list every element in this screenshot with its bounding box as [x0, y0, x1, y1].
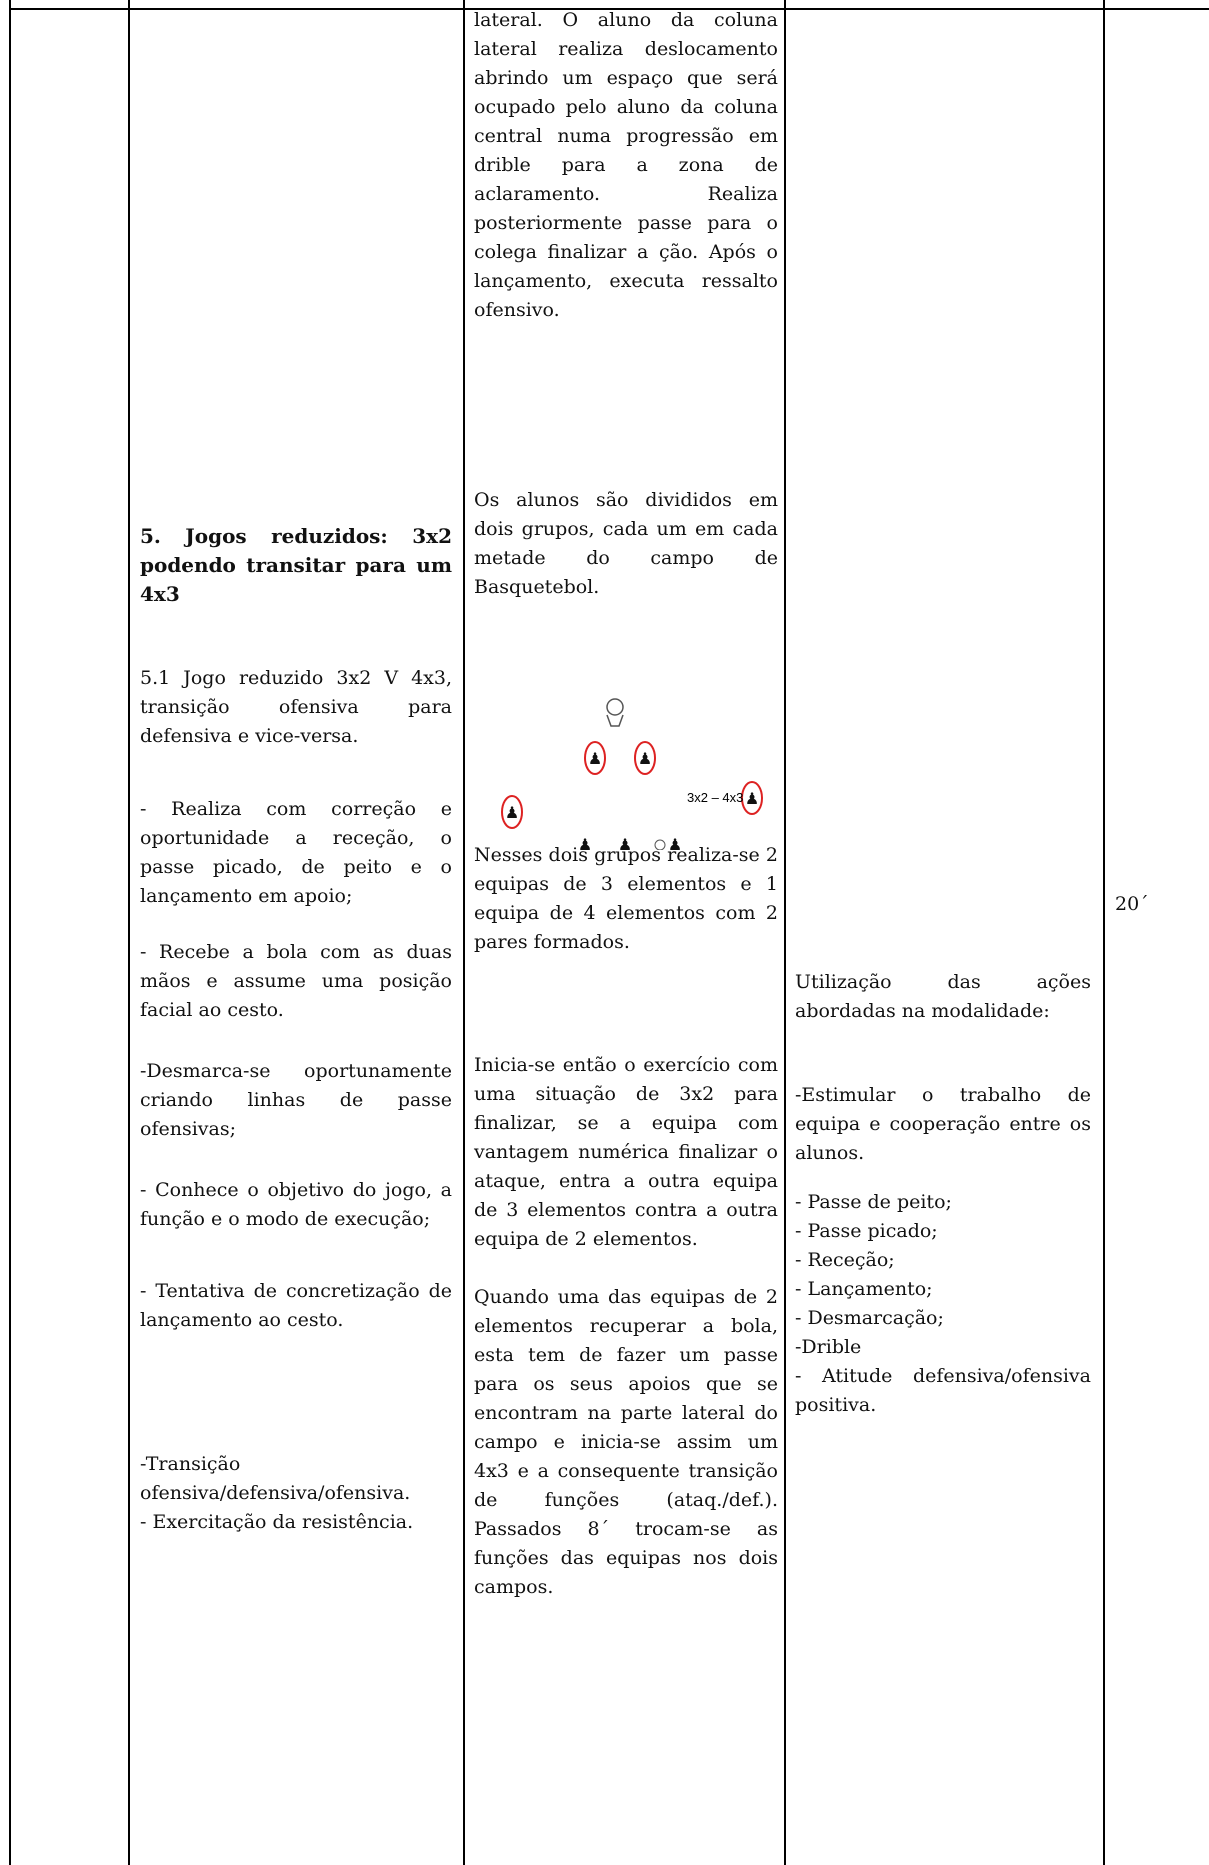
item: 5.1 Jogo reduzido 3x2 V 4x3, transição o…: [140, 667, 452, 747]
list-item: - Desmarcação;: [795, 1307, 944, 1329]
list-item: -Drible: [795, 1336, 862, 1358]
svg-text:♟: ♟: [578, 835, 592, 850]
list-item: - Passe de peito;: [795, 1191, 952, 1213]
item: - Conhece o objetivo do jogo, a função e…: [140, 1179, 452, 1230]
item: -Transição ofensiva/defensiva/ofensiva.: [140, 1453, 411, 1504]
paragraph: Utilização das ações abordadas na modali…: [795, 971, 1091, 1022]
item: -Desmarca-se oportunamente criando linha…: [140, 1060, 452, 1140]
paragraph: Quando uma das equipas de 2 elementos re…: [474, 1286, 778, 1598]
list-item: - Lançamento;: [795, 1278, 933, 1300]
table-border: [463, 0, 465, 1865]
item: - Recebe a bola com as duas mãos e assum…: [140, 941, 452, 1021]
heading: 5. Jogos reduzidos: 3x2 podendo transita…: [140, 524, 452, 606]
table-border: [784, 0, 786, 1865]
table-border: [1103, 0, 1105, 1865]
svg-text:♟: ♟: [668, 835, 682, 850]
diagram-label: 3x2 – 4x3: [687, 790, 743, 805]
paragraph: -Estimular o trabalho de equipa e cooper…: [795, 1084, 1091, 1164]
svg-text:♟: ♟: [505, 803, 519, 822]
list-item: - Receção;: [795, 1249, 895, 1271]
svg-text:♟: ♟: [588, 749, 602, 768]
paragraph: lateral. O aluno da coluna lateral reali…: [474, 9, 778, 321]
item: - Realiza com correção e oportunidade a …: [140, 798, 452, 907]
item: - Exercitação da resistência.: [140, 1511, 414, 1533]
item: - Tentativa de concretização de lançamen…: [140, 1280, 452, 1331]
list-item: - Atitude defensiva/ofensiva positiva.: [795, 1365, 1091, 1416]
table-border: [9, 0, 11, 1865]
drill-diagram: ♟ ♟ ♟ ♟ ♟ ♟ ♟ 3x2 – 4x3: [501, 698, 763, 850]
svg-text:♟: ♟: [638, 749, 652, 768]
list-item: - Passe picado;: [795, 1220, 938, 1242]
table-border: [128, 0, 130, 1865]
paragraph: Os alunos são divididos em dois grupos, …: [474, 489, 778, 598]
action-list: - Passe de peito; - Passe picado; - Receçã…: [795, 1188, 1091, 1420]
table-border: [10, 8, 1209, 10]
time: 20´: [1115, 893, 1149, 915]
svg-text:♟: ♟: [745, 789, 759, 808]
svg-text:♟: ♟: [618, 835, 632, 850]
paragraph: Nesses dois grupos realiza-se 2 equipas …: [474, 844, 778, 953]
paragraph: Inicia-se então o exercício com uma situ…: [474, 1054, 778, 1250]
